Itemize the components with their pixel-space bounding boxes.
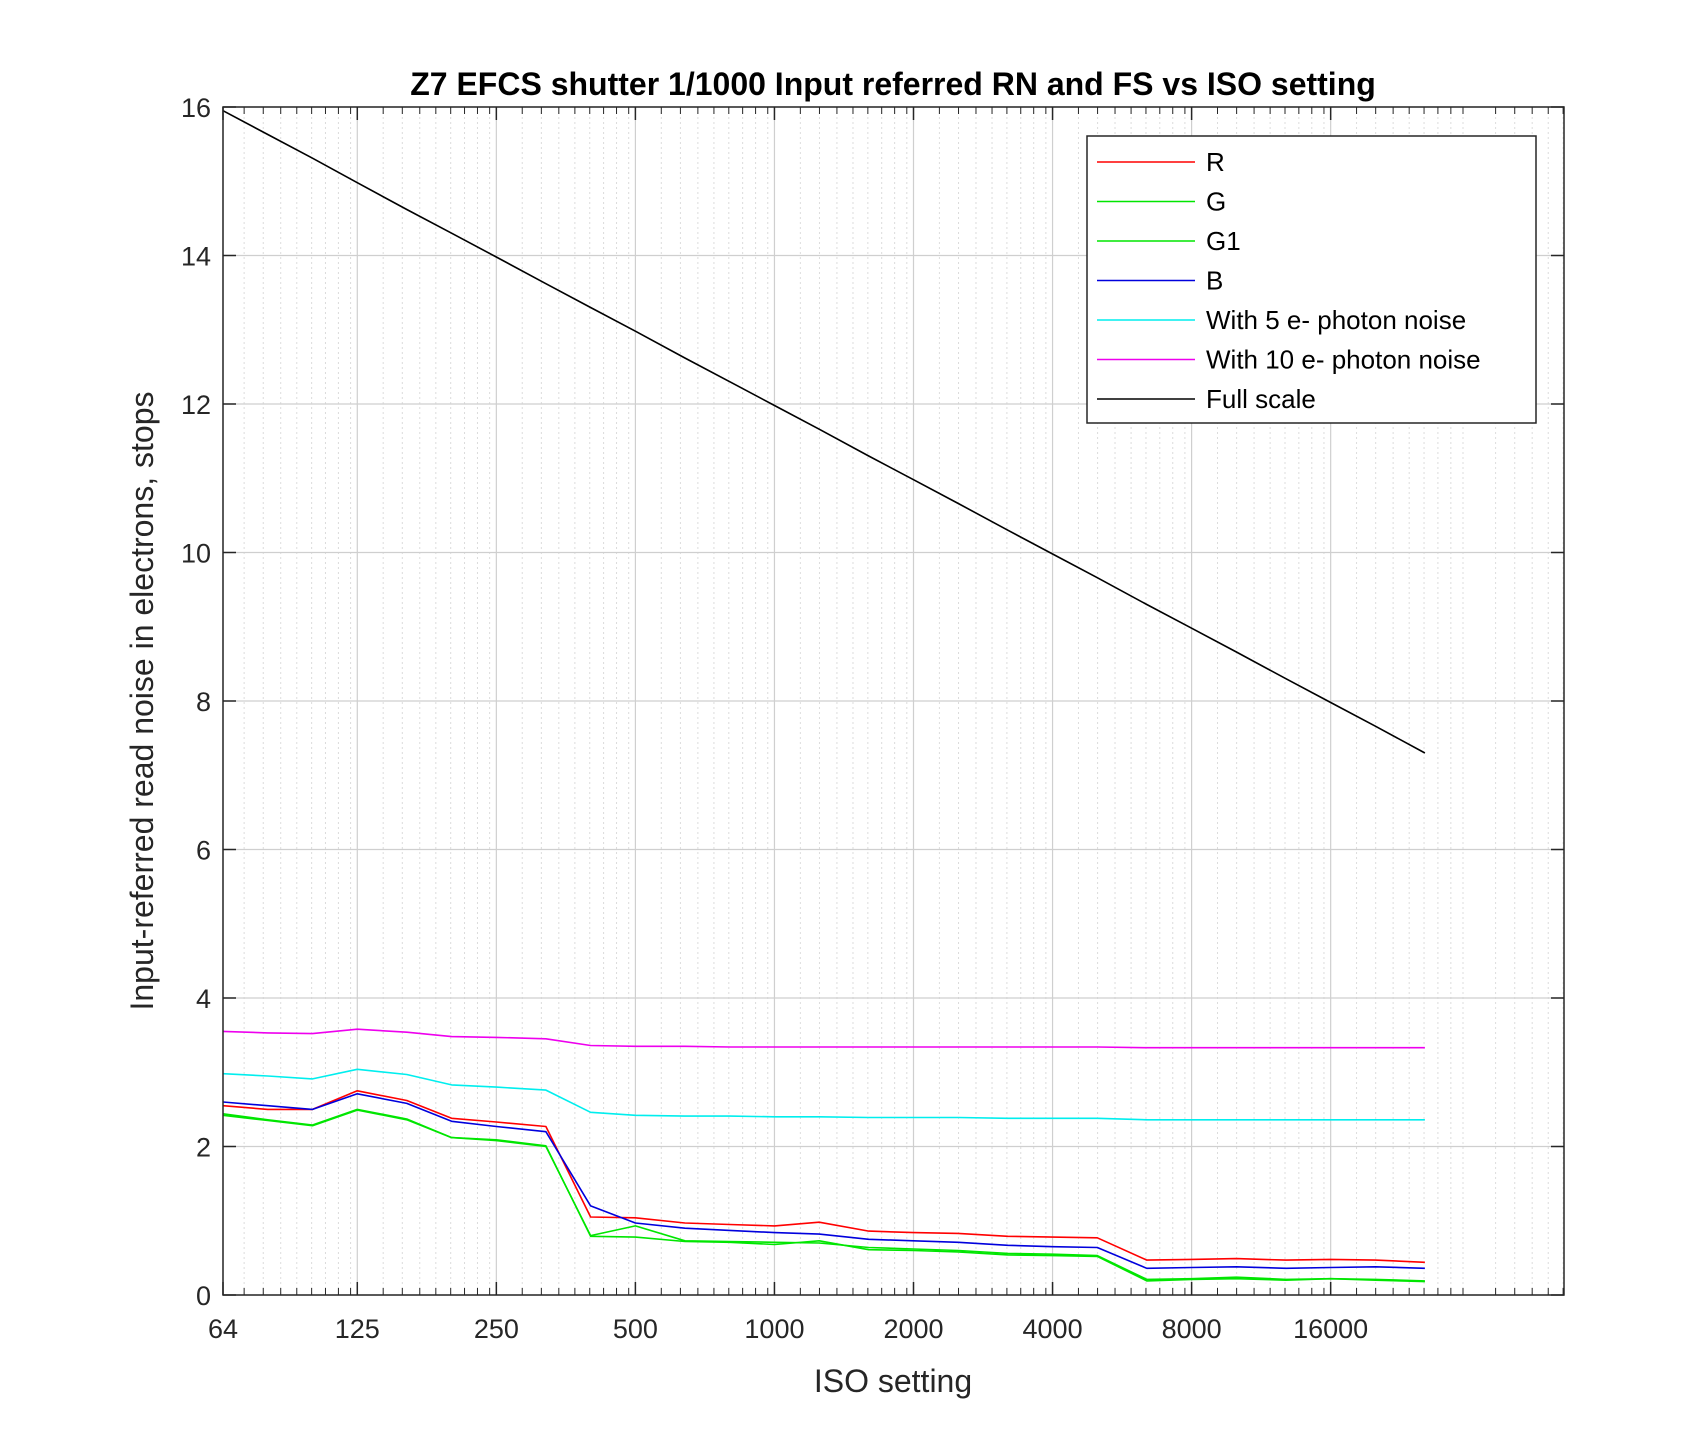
legend: RG G1 B With 5 e- photon noise With 10 e- ph… xyxy=(1086,135,1537,424)
series-line-with-5-e-photon-noise xyxy=(222,1068,1425,1121)
legend-entry-r: R xyxy=(1206,147,1225,177)
y-tick-label: 0 xyxy=(196,1281,211,1311)
series-line-with-10-e-photon-noise xyxy=(222,1028,1425,1049)
y-tick-label: 6 xyxy=(196,836,211,866)
legend-entry-g: G xyxy=(1206,187,1226,217)
y-axis-label: Input-referred read noise in electrons, … xyxy=(124,392,160,1011)
x-tick-label: 4000 xyxy=(1023,1314,1083,1344)
x-tick-label: 125 xyxy=(335,1314,380,1344)
x-tick-label: 500 xyxy=(613,1314,658,1344)
series-line-full-scale xyxy=(222,109,1426,754)
x-tick-label: 8000 xyxy=(1162,1314,1222,1344)
series-group xyxy=(222,109,1426,1283)
x-tick-labels: 64 125 250 500 1000 2000 4000 8000 16000 xyxy=(208,1314,1368,1344)
y-tick-label: 16 xyxy=(181,93,211,123)
legend-entry-g1: G1 xyxy=(1206,226,1241,256)
x-axis-label: ISO setting xyxy=(814,1363,972,1399)
legend-entry-with-10-e-photon-noise: With 10 e- photon noise xyxy=(1206,345,1481,375)
x-tick-label: 1000 xyxy=(744,1314,804,1344)
y-tick-label: 2 xyxy=(196,1133,211,1163)
y-tick-labels: 0 2 4 6 8 10 12 14 16 xyxy=(181,93,211,1311)
legend-entry-b: B xyxy=(1206,266,1223,296)
series-line-r xyxy=(222,1090,1425,1264)
series-line-b xyxy=(222,1093,1425,1270)
y-tick-label: 8 xyxy=(196,687,211,717)
x-tick-label: 250 xyxy=(474,1314,519,1344)
y-tick-label: 12 xyxy=(181,390,211,420)
chart-title: Z7 EFCS shutter 1/1000 Input referred RN… xyxy=(410,66,1376,102)
series-line-g1 xyxy=(222,1108,1425,1283)
legend-box xyxy=(1086,135,1537,424)
y-tick-label: 10 xyxy=(181,539,211,569)
x-tick-label: 64 xyxy=(208,1314,238,1344)
ticks xyxy=(222,106,1564,1296)
x-tick-label: 2000 xyxy=(883,1314,943,1344)
legend-entry-with-5-e-photon-noise: With 5 e- photon noise xyxy=(1206,305,1466,335)
y-tick-label: 14 xyxy=(181,242,211,272)
y-tick-label: 4 xyxy=(196,984,211,1014)
legend-entry-full-scale: Full scale xyxy=(1206,384,1316,414)
x-tick-label: 16000 xyxy=(1293,1314,1368,1344)
